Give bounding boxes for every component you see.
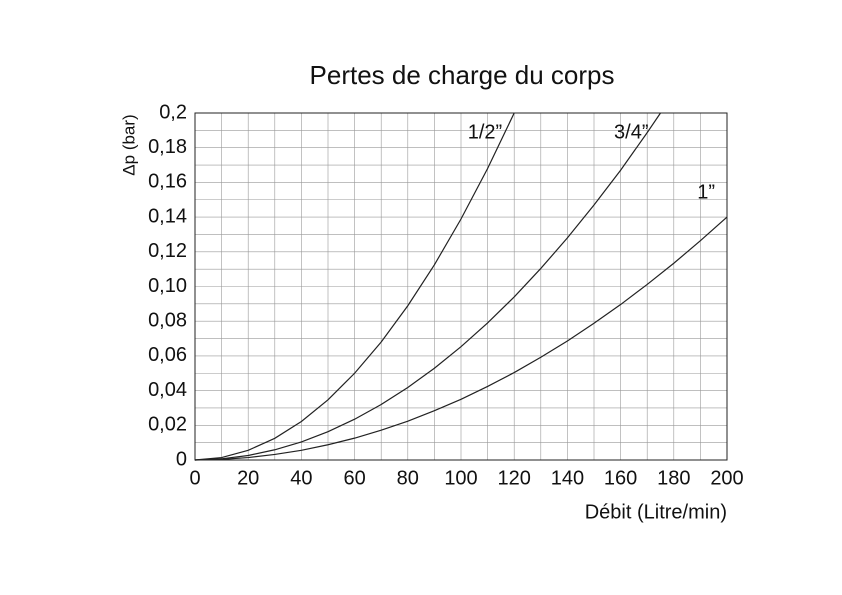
x-tick-label: 80 [397,467,419,489]
x-tick-label: 160 [604,467,637,489]
y-tick-label: 0,08 [148,309,187,331]
plot-frame [194,112,728,461]
x-tick-label: 40 [290,467,312,489]
x-tick-label: 140 [551,467,584,489]
x-tick-label: 0 [189,467,200,489]
series-label: 1” [697,181,715,203]
y-tick-label: 0,14 [148,205,187,227]
x-tick-label: 120 [498,467,531,489]
x-tick-label: 60 [343,467,365,489]
y-tick-label: 0,16 [148,171,187,193]
x-axis-label: Débit (Litre/min) [585,501,727,523]
x-tick-label: 200 [710,467,743,489]
series-line [194,216,728,461]
y-tick-label: 0,10 [148,275,187,297]
y-tick-label: 0 [176,448,187,470]
x-tick-label: 20 [237,467,259,489]
y-tick-label: 0,12 [148,240,187,262]
y-axis-label: Δp (bar) [119,114,138,175]
series-label: 1/2” [468,121,502,143]
y-tick-label: 0,18 [148,136,187,158]
x-tick-label: 180 [657,467,690,489]
chart-title: Pertes de charge du corps [310,60,615,90]
series-label: 3/4” [614,121,648,143]
y-tick-label: 0,04 [148,379,187,401]
series-line [194,112,515,461]
y-tick-label: 0,2 [159,101,187,123]
series-line [194,112,661,461]
x-tick-label: 100 [444,467,477,489]
y-tick-label: 0,06 [148,344,187,366]
y-tick-label: 0,02 [148,414,187,436]
